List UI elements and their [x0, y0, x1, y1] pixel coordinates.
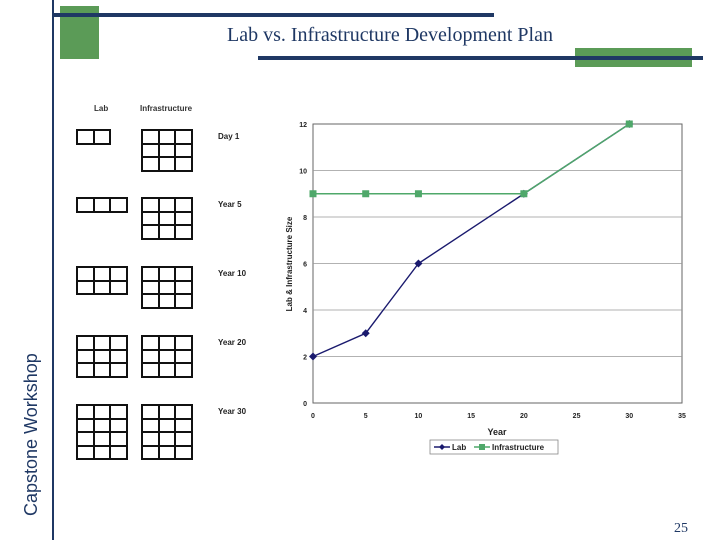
series-lines — [309, 120, 634, 361]
infrastructure-column-header: Infrastructure — [140, 104, 193, 113]
infrastructure-data-point — [362, 190, 370, 198]
y-tick-label: 0 — [303, 401, 307, 408]
grid-row-label: Year 30 — [218, 407, 247, 416]
y-tick-labels: 0 2 4 6 8 10 12 — [299, 122, 307, 408]
sidebar-rule — [52, 0, 54, 540]
x-tick-label: 20 — [520, 413, 528, 420]
legend: Lab Infrastructure — [429, 439, 559, 455]
infrastructure-grid-cell — [174, 444, 193, 460]
y-tick-label: 6 — [303, 262, 307, 269]
y-tick-label: 8 — [303, 215, 307, 222]
legend-lab-label: Lab — [452, 443, 466, 452]
lab-grid-cell — [109, 197, 128, 213]
x-axis-label: Year — [487, 427, 507, 437]
infrastructure-data-point — [520, 190, 528, 198]
lab-data-point — [309, 352, 317, 361]
x-tick-label: 5 — [364, 413, 368, 420]
lab-grid-cell — [92, 129, 111, 145]
infrastructure-data-point — [309, 190, 317, 198]
x-tick-label: 35 — [678, 413, 686, 420]
x-tick-label: 25 — [573, 413, 581, 420]
header-rule — [54, 13, 494, 17]
legend-infrastructure-label: Infrastructure — [492, 443, 545, 452]
x-tick-label: 15 — [467, 413, 475, 420]
infrastructure-data-point — [414, 190, 422, 198]
y-tick-label: 4 — [303, 308, 307, 315]
y-axis-label: Lab & Infrastructure Size — [285, 216, 294, 311]
x-tick-label: 0 — [311, 413, 315, 420]
grid-row-label: Day 1 — [218, 132, 240, 141]
infrastructure-grid-cell — [174, 293, 193, 309]
infrastructure-grid-cell — [174, 362, 193, 378]
grid-row-label: Year 20 — [218, 338, 247, 347]
infrastructure-data-point — [625, 120, 633, 128]
infrastructure-grid-cell — [174, 224, 193, 240]
y-tick-label: 12 — [299, 122, 307, 129]
page-number: 25 — [674, 521, 688, 536]
x-tick-label: 10 — [415, 413, 423, 420]
legend-lab-marker — [439, 444, 445, 450]
grid-lines — [313, 170, 682, 357]
lab-grid-cell — [109, 279, 128, 295]
legend-box — [429, 439, 559, 455]
x-tick-labels: 0 5 10 15 20 25 30 35 — [311, 413, 686, 420]
lab-column-header: Lab — [94, 104, 109, 113]
slide-title: Lab vs. Infrastructure Development Plan — [226, 24, 553, 46]
legend-infrastructure-marker — [479, 444, 485, 450]
grid-row-label: Year 5 — [218, 200, 242, 209]
lab-grid-cell — [109, 444, 128, 460]
lab-data-point — [361, 329, 370, 338]
y-tick-label: 2 — [303, 355, 307, 362]
x-tick-label: 30 — [625, 413, 633, 420]
lab-data-point — [414, 259, 423, 268]
lab-grid-cell — [109, 362, 128, 378]
title-rule — [258, 56, 703, 60]
infrastructure-grid-cell — [174, 156, 193, 172]
grid-row-label: Year 10 — [218, 269, 247, 278]
y-tick-label: 10 — [299, 169, 307, 176]
